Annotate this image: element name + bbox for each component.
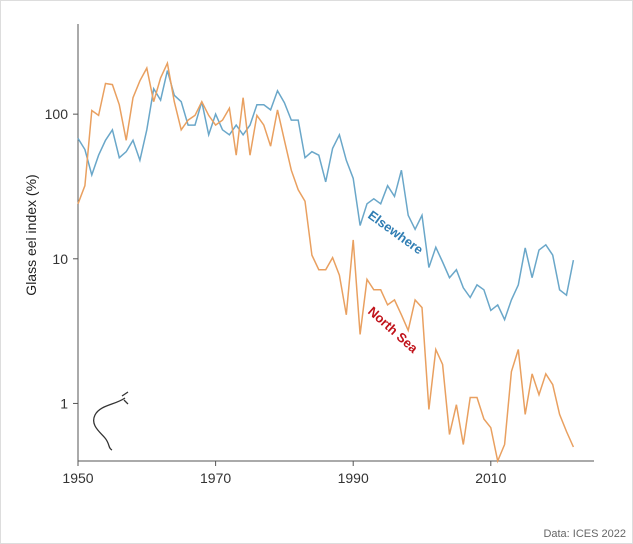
x-tick-label: 1990 [338, 470, 369, 486]
y-tick-label: 1 [60, 395, 68, 411]
eel-icon [93, 391, 129, 451]
series-line [77, 70, 575, 322]
x-tick-label: 1950 [62, 470, 93, 486]
x-tick-label: 2010 [475, 470, 506, 486]
y-tick-label: 10 [52, 251, 68, 267]
source-note: Data: ICES 2022 [543, 528, 626, 540]
series-line [77, 60, 575, 464]
x-tick-label: 1970 [200, 470, 231, 486]
y-tick-label: 100 [45, 106, 69, 122]
y-axis-label: Glass eel index (%) [23, 174, 39, 295]
